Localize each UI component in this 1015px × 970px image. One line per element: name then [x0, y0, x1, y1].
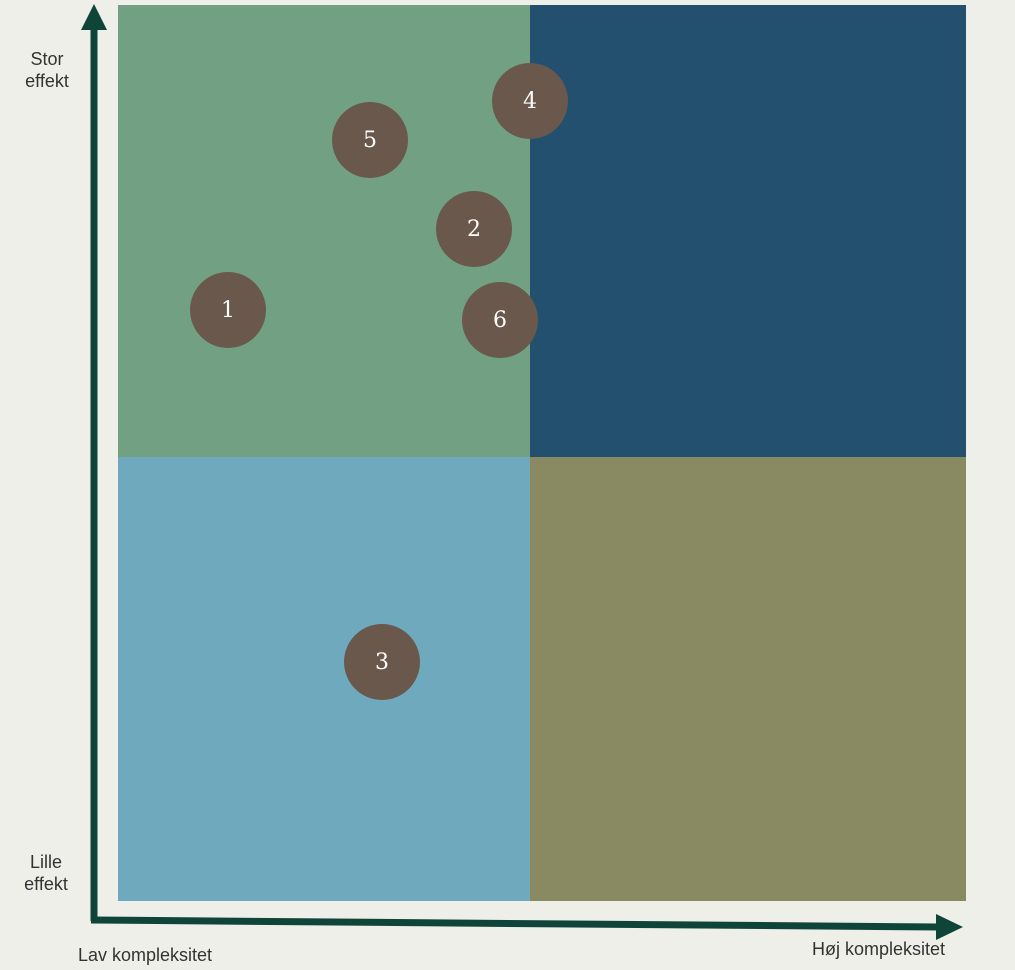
x-axis-arrow-icon: [936, 914, 963, 940]
y-axis-top-label: Stor effekt: [25, 49, 69, 91]
item-marker-5: 5: [332, 102, 408, 178]
x-axis-line: [90, 916, 941, 931]
y-axis-arrow-icon: [81, 4, 107, 30]
item-marker-6: 6: [462, 282, 538, 358]
item-marker-4: 4: [492, 63, 568, 139]
y-axis-bottom-label: Lille effekt: [24, 852, 68, 894]
x-axis-right-label: Høj kompleksitet: [812, 939, 946, 959]
quadrant-top-right: [530, 5, 966, 457]
quadrant-bottom-right: [530, 457, 966, 901]
item-marker-2: 2: [436, 191, 512, 267]
item-marker-1: 1: [190, 272, 266, 348]
item-marker-3: 3: [344, 624, 420, 700]
x-axis-left-label: Lav kompleksitet: [78, 945, 213, 965]
quadrant-bottom-left: [118, 457, 530, 901]
